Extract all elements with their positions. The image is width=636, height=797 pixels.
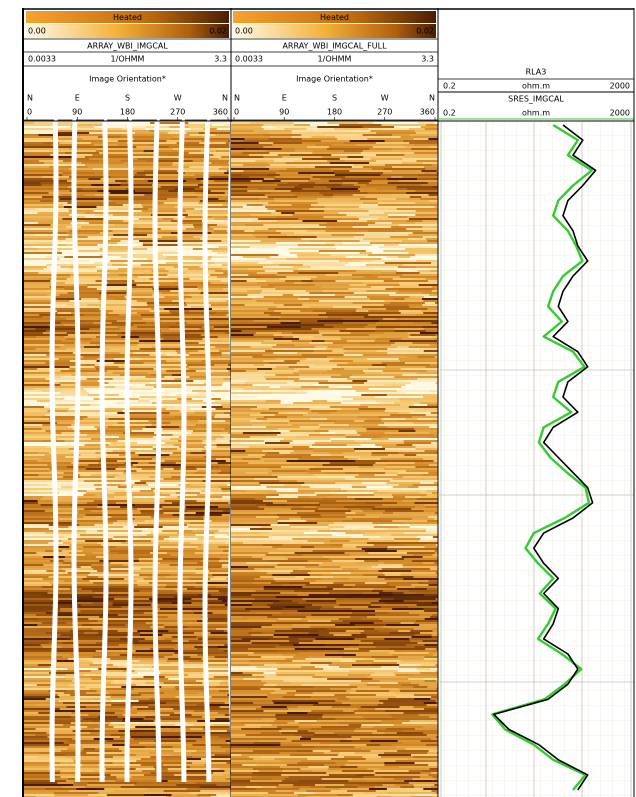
- degree-label: 90: [72, 108, 82, 117]
- degree-label: 270: [170, 108, 185, 117]
- degree-label: 270: [377, 108, 392, 117]
- track-title: ARRAY_WBI_IMGCAL: [87, 42, 168, 51]
- degree-label: 0: [27, 108, 32, 117]
- color-max: 0.02: [416, 27, 434, 36]
- direction-label: W: [174, 94, 182, 103]
- scale-min: 0.0033: [235, 55, 263, 64]
- track-title: ARRAY_WBI_IMGCAL_FULL: [282, 42, 387, 51]
- degree-label: 180: [120, 108, 135, 117]
- color-min: 0.00: [235, 27, 253, 36]
- degree-label: 360: [420, 108, 435, 117]
- degree-label: 360: [213, 108, 228, 117]
- direction-label: E: [75, 94, 80, 103]
- direction-label: N: [234, 94, 240, 103]
- color-bar-label: Heated: [113, 13, 142, 22]
- direction-label: E: [282, 94, 287, 103]
- scale-unit: 1/OHMM: [111, 55, 145, 64]
- image-track: [231, 122, 439, 797]
- direction-label: S: [332, 94, 337, 103]
- scale-unit: 1/OHMM: [318, 55, 352, 64]
- degree-label: 0: [234, 108, 239, 117]
- degree-label: 180: [327, 108, 342, 117]
- color-min: 0.00: [28, 27, 46, 36]
- direction-label: N: [27, 94, 33, 103]
- degree-label: 90: [279, 108, 289, 117]
- direction-label: S: [125, 94, 130, 103]
- image-track: [24, 122, 234, 797]
- color-bar: [233, 24, 436, 38]
- orientation-label: Image Orientation*: [296, 75, 373, 84]
- scale-max: 3.3: [214, 55, 227, 64]
- direction-label: N: [222, 94, 228, 103]
- color-bar-label: Heated: [320, 13, 349, 22]
- scale-min: 0.0033: [28, 55, 56, 64]
- direction-label: W: [381, 94, 389, 103]
- color-bar: [26, 24, 229, 38]
- direction-label: N: [429, 94, 435, 103]
- orientation-label: Image Orientation*: [89, 75, 166, 84]
- scale-max: 3.3: [421, 55, 434, 64]
- color-max: 0.02: [209, 27, 227, 36]
